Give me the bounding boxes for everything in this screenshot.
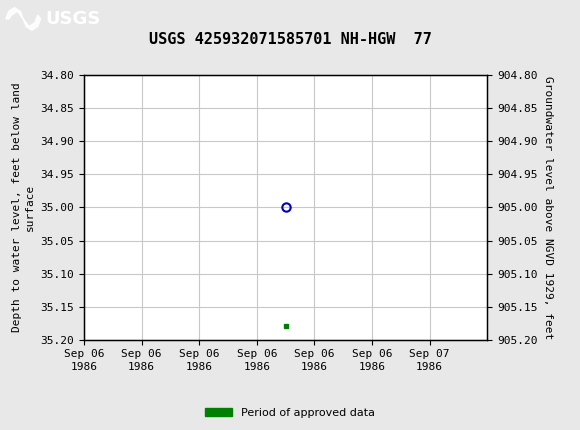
Polygon shape [6, 8, 41, 30]
Legend: Period of approved data: Period of approved data [200, 403, 380, 422]
Text: USGS: USGS [45, 10, 100, 28]
Y-axis label: Depth to water level, feet below land
surface: Depth to water level, feet below land su… [12, 83, 35, 332]
Y-axis label: Groundwater level above NGVD 1929, feet: Groundwater level above NGVD 1929, feet [543, 76, 553, 339]
Text: USGS 425932071585701 NH-HGW  77: USGS 425932071585701 NH-HGW 77 [148, 32, 432, 47]
